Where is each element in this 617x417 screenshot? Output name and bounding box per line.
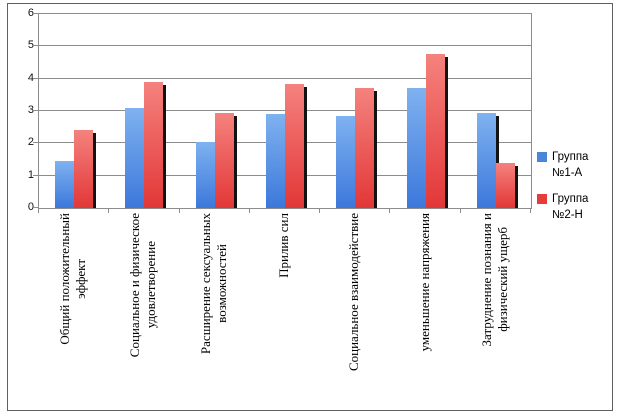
x-axis-category-label-line: уменьшение напряжения <box>416 213 432 352</box>
bar-series-1 <box>195 141 215 208</box>
x-axis-category-block: Расширение сексуальных возможностей <box>198 213 230 354</box>
plot-area <box>38 13 532 209</box>
bar-series-2 <box>425 54 445 208</box>
legend-entry: Группа №1-А <box>537 150 611 181</box>
bar-series-2 <box>355 88 375 208</box>
y-axis-tick-label: 0 <box>27 201 34 213</box>
y-axis-tick-label: 1 <box>27 168 34 181</box>
bar-series-2 <box>495 162 515 208</box>
x-axis-category-label-line: возможностей <box>213 244 229 323</box>
x-axis-labels: Общий положительный эффект Социальное и фи… <box>38 213 530 411</box>
legend-swatch-series-2 <box>537 194 547 205</box>
bar-series-1 <box>406 88 426 208</box>
legend-entry-label: Группа №2-Н <box>552 193 589 221</box>
x-axis-tick-mark <box>389 208 391 213</box>
x-axis-tick-mark <box>38 208 39 213</box>
gridline <box>39 77 531 79</box>
bar-group <box>461 14 531 208</box>
bar-series-1 <box>265 114 285 208</box>
x-axis-category-label-line: эффект <box>73 258 89 299</box>
y-axis-tick-mark <box>33 207 38 208</box>
x-axis-category-label-line: Прилив сил <box>275 213 291 278</box>
x-axis-category-label-line: Расширение сексуальных <box>197 213 213 355</box>
legend: Группа №1-А Группа №2-Н <box>537 150 611 223</box>
bar-series-1 <box>336 115 356 208</box>
bar-group <box>39 14 109 208</box>
x-axis-category-label-line: Затруднение познания и <box>478 213 494 347</box>
legend-swatch-series-1 <box>537 152 547 162</box>
bar-group <box>390 14 460 208</box>
x-axis-tick-mark <box>248 208 250 213</box>
y-axis-tick-mark <box>33 110 38 111</box>
x-axis-category-block: Социальное и физическое удовлетворение <box>127 213 159 357</box>
bar-series-1 <box>55 161 75 208</box>
x-axis-category-label-line: физический ущерб <box>494 227 510 333</box>
bar-series-2 <box>214 112 234 208</box>
bar-group <box>180 14 250 208</box>
x-axis-category-block: уменьшение напряжения <box>417 213 433 351</box>
legend-entry-label: Группа №1-А <box>552 151 589 179</box>
x-axis-tick-mark <box>178 208 180 213</box>
x-axis-category: Расширение сексуальных возможностей <box>179 213 249 411</box>
x-axis-category-block: Прилив сил <box>276 213 292 278</box>
y-axis-tick-label: 2 <box>27 136 34 149</box>
x-axis-category: Прилив сил <box>249 213 319 411</box>
x-axis-category-label-line: Общий положительный <box>57 213 73 345</box>
x-axis-category: Затруднение познания и физический ущерб <box>460 213 530 411</box>
bar-group <box>109 14 179 208</box>
y-axis-tick-mark <box>33 77 38 79</box>
y-axis-tick-mark <box>33 13 38 14</box>
x-axis-category-block: Социальное взаимодействие <box>346 213 362 371</box>
y-axis-tick-label: 3 <box>27 104 34 116</box>
gridline <box>39 45 531 47</box>
x-axis-tick-mark <box>319 208 321 213</box>
y-axis-tick-mark <box>33 174 38 176</box>
x-axis-tick-mark <box>530 208 531 213</box>
bar-group <box>250 14 320 208</box>
x-axis-category-block: Общий положительный эффект <box>57 213 89 345</box>
y-axis-tick-label: 4 <box>27 71 34 84</box>
x-axis-category: Социальное и физическое удовлетворение <box>108 213 178 411</box>
x-axis-category-block: Затруднение познания и физический ущерб <box>479 213 511 347</box>
bar-series-2 <box>74 130 94 208</box>
y-axis-tick-label: 6 <box>27 7 34 19</box>
legend-entry: Группа №2-Н <box>537 192 611 223</box>
y-axis-tick-mark <box>33 45 38 47</box>
x-axis-category: Общий положительный эффект <box>38 213 108 411</box>
bar-series-2 <box>144 81 164 208</box>
x-axis-category: уменьшение напряжения <box>389 213 459 411</box>
x-axis-category-label-line: Социальное и физическое <box>127 213 143 358</box>
bar-series-1 <box>476 112 496 208</box>
x-axis-tick-mark <box>459 208 461 213</box>
x-axis-category: Социальное взаимодействие <box>319 213 389 411</box>
x-axis-tick-mark <box>108 208 110 213</box>
x-axis-category-label-line: удовлетворение <box>143 241 159 329</box>
x-axis-category-label-line: Социальное взаимодействие <box>346 213 362 372</box>
y-axis-tick-label: 5 <box>27 39 34 52</box>
bar-series-1 <box>125 107 145 208</box>
chart-frame: 0 1 2 3 4 5 6 Общий положительный эффект Социаль… <box>7 3 613 411</box>
y-axis-tick-mark <box>33 142 38 144</box>
bar-group <box>320 14 390 208</box>
bar-series-2 <box>284 83 304 208</box>
